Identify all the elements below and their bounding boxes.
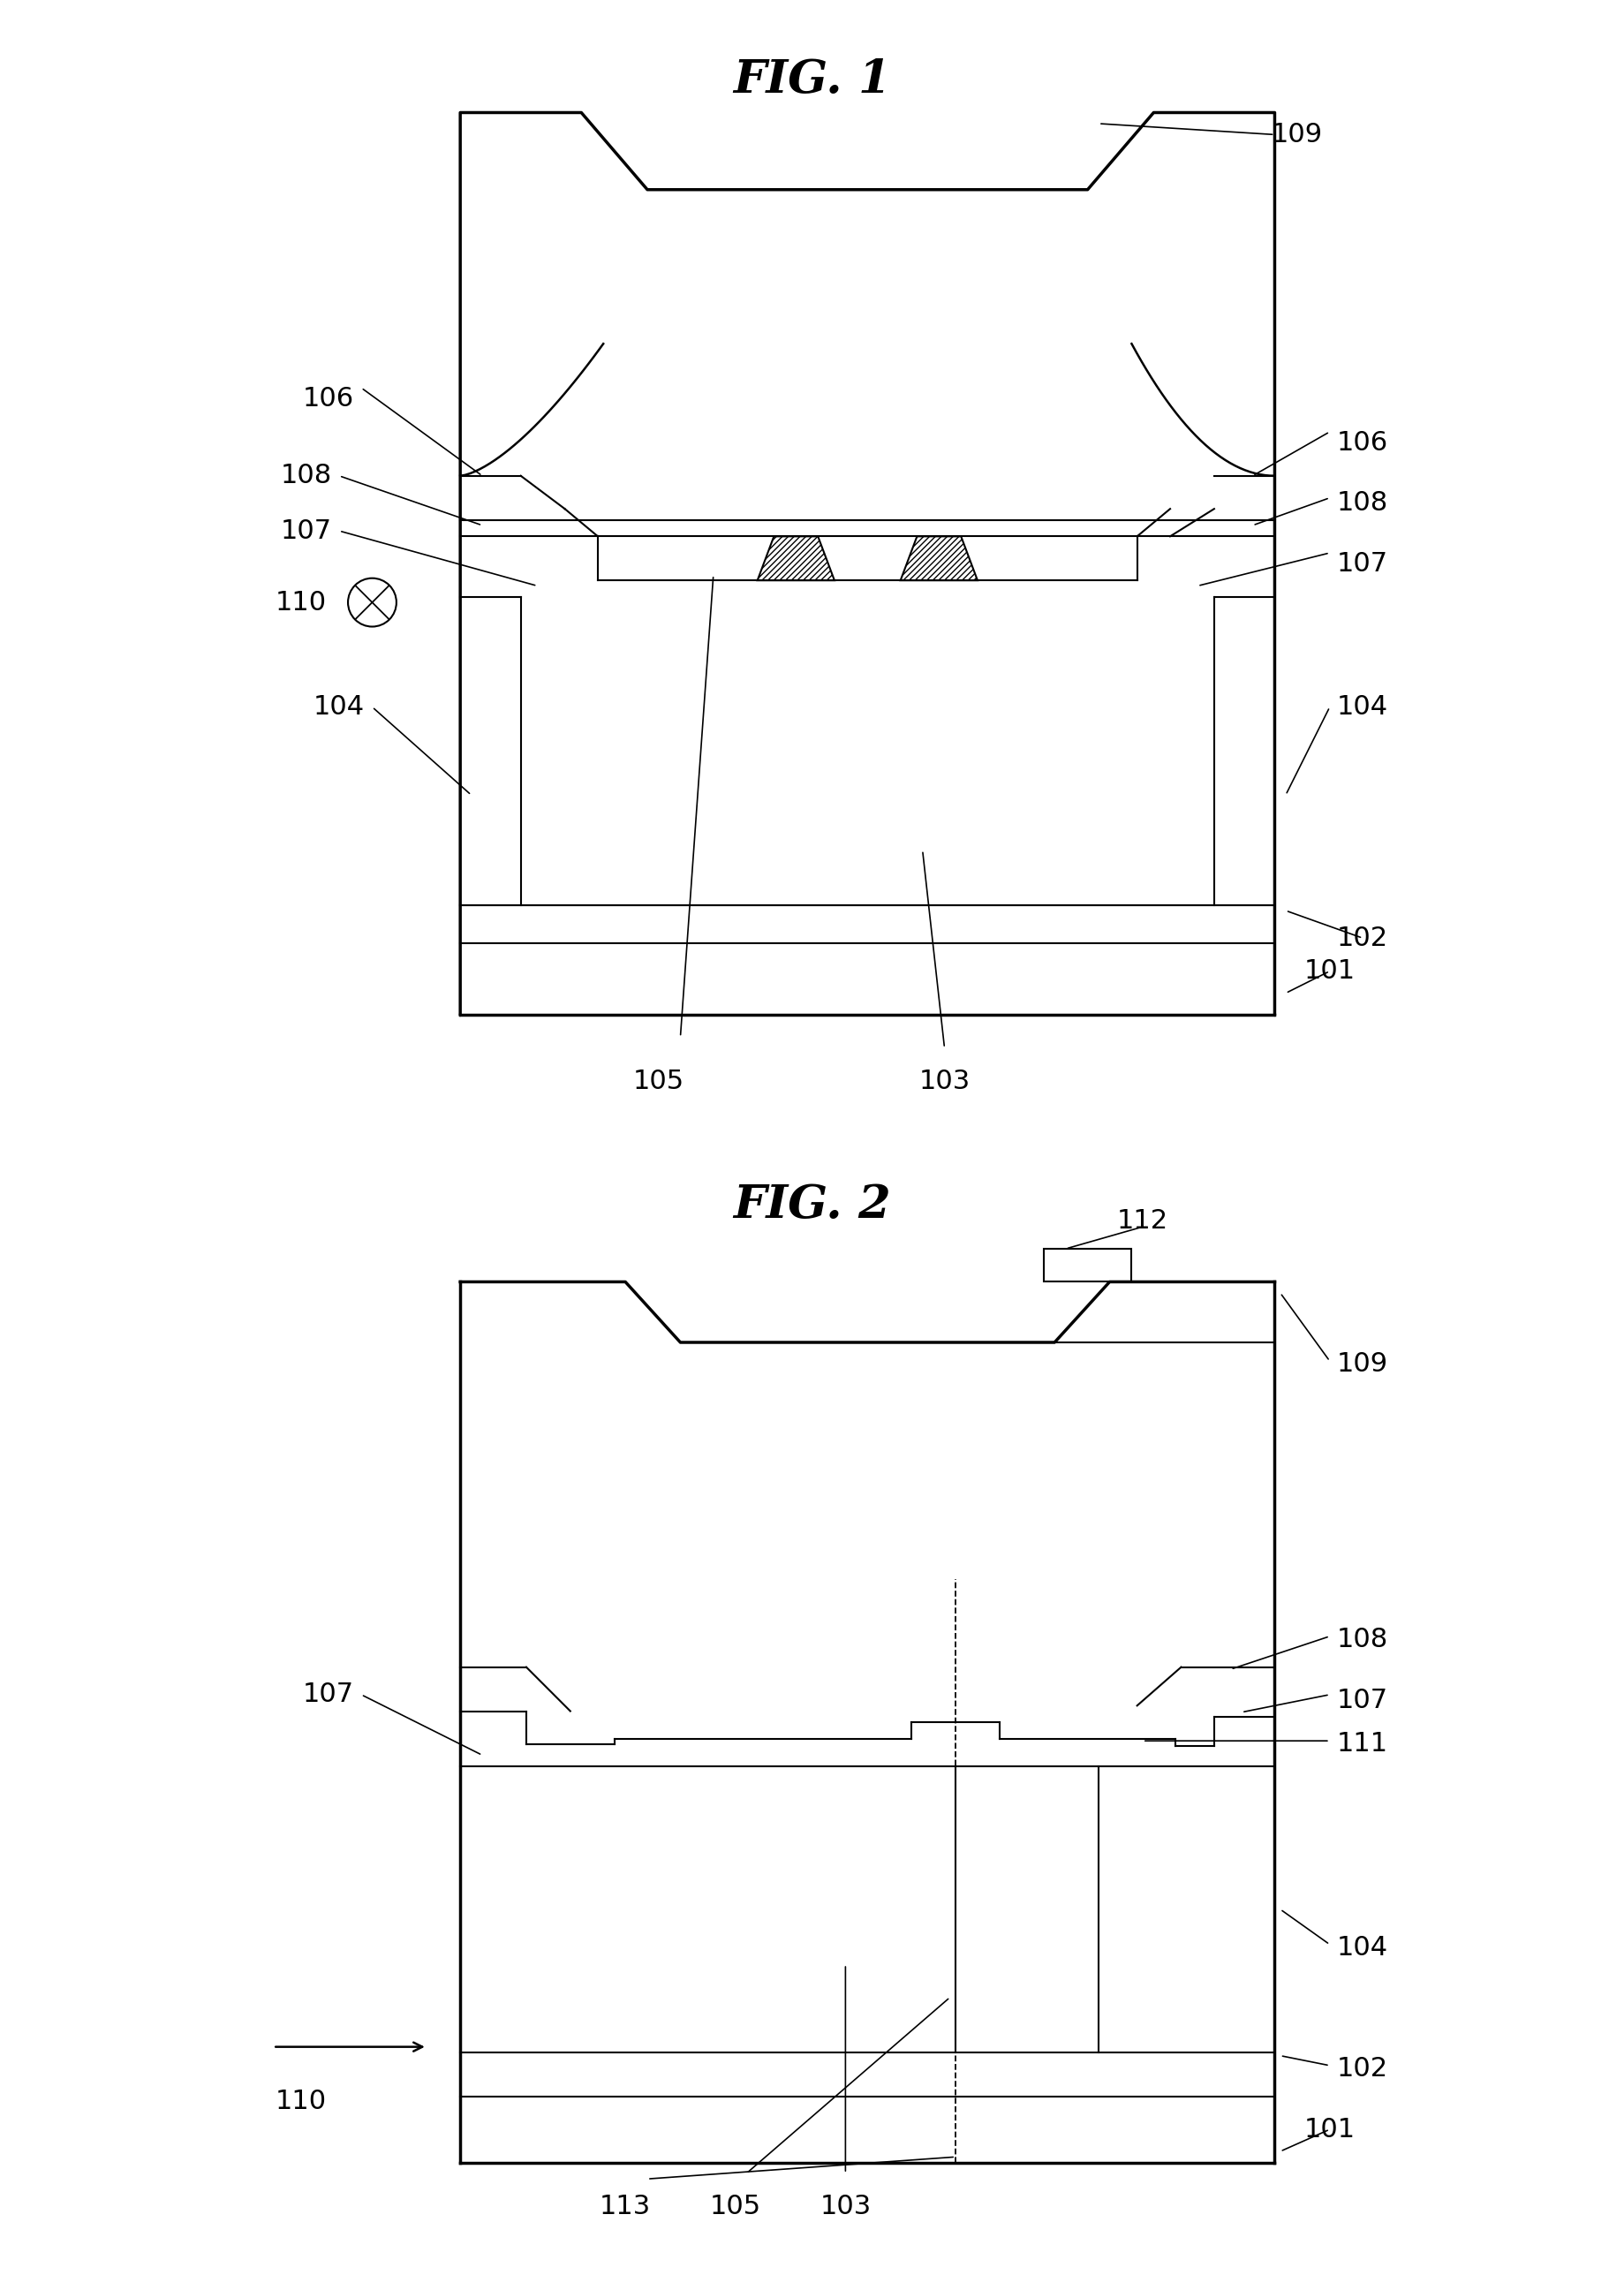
Polygon shape xyxy=(757,537,835,580)
Text: 112: 112 xyxy=(1116,1208,1168,1233)
Text: 108: 108 xyxy=(281,464,331,489)
Text: 113: 113 xyxy=(599,2193,651,2218)
Text: 103: 103 xyxy=(918,1069,970,1094)
Text: FIG. 1: FIG. 1 xyxy=(732,57,892,102)
Text: 108: 108 xyxy=(1337,1627,1389,1652)
Text: 108: 108 xyxy=(1337,491,1389,516)
Bar xyxy=(1043,1249,1130,1281)
Text: 102: 102 xyxy=(1337,2057,1387,2082)
Text: 101: 101 xyxy=(1304,958,1354,985)
Text: 104: 104 xyxy=(1337,694,1387,719)
Polygon shape xyxy=(900,537,978,580)
Text: 101: 101 xyxy=(1304,2116,1354,2143)
Text: 110: 110 xyxy=(274,589,326,614)
Text: 107: 107 xyxy=(1337,551,1387,576)
Text: 107: 107 xyxy=(1337,1688,1387,1713)
Text: 104: 104 xyxy=(1337,1936,1387,1961)
Text: 102: 102 xyxy=(1337,926,1387,951)
Text: 109: 109 xyxy=(1270,123,1322,148)
Text: 107: 107 xyxy=(281,519,331,544)
Text: 105: 105 xyxy=(632,1069,684,1094)
Text: 105: 105 xyxy=(710,2193,760,2218)
Text: 107: 107 xyxy=(302,1681,354,1709)
Text: 104: 104 xyxy=(313,694,365,719)
Text: 106: 106 xyxy=(1337,430,1387,455)
Text: FIG. 2: FIG. 2 xyxy=(732,1183,892,1228)
Text: 103: 103 xyxy=(818,2193,870,2218)
Text: 110: 110 xyxy=(274,2088,326,2116)
Text: 106: 106 xyxy=(302,387,354,412)
Text: 111: 111 xyxy=(1337,1731,1387,1756)
Text: 109: 109 xyxy=(1337,1351,1387,1376)
